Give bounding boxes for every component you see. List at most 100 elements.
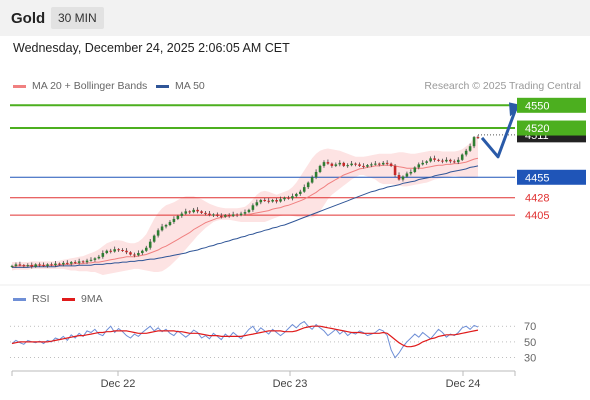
candle: [220, 213, 223, 219]
candle-body: [129, 252, 132, 255]
candle-body: [318, 165, 322, 172]
candle: [476, 135, 480, 140]
candle: [180, 211, 184, 218]
candle: [291, 193, 294, 201]
candle: [62, 260, 65, 267]
candle-body: [113, 249, 116, 252]
candle: [42, 262, 45, 268]
candle-body: [472, 137, 476, 147]
candle-body: [299, 191, 302, 194]
candle-body: [14, 264, 18, 266]
candle-body: [152, 235, 156, 242]
candle: [93, 257, 97, 262]
candle: [129, 251, 132, 256]
candle: [259, 198, 263, 205]
candle-body: [144, 247, 148, 251]
candle-body: [141, 250, 144, 254]
candle: [389, 162, 393, 168]
candle: [409, 169, 413, 176]
candle: [66, 260, 69, 265]
candle: [85, 258, 89, 265]
candle: [125, 248, 128, 255]
candle-body: [366, 165, 369, 167]
candle: [73, 260, 77, 265]
candle-body: [97, 256, 101, 259]
candle: [141, 249, 144, 255]
candle: [168, 220, 172, 227]
ma20-swatch: [13, 84, 26, 88]
candle-body: [66, 262, 69, 264]
candle-body: [220, 215, 223, 217]
candle: [148, 239, 152, 250]
candle: [267, 198, 270, 204]
candle-body: [125, 250, 128, 253]
candle-body: [425, 161, 428, 163]
candle-body: [196, 209, 199, 212]
candle: [239, 211, 243, 217]
level-tag-4428: 4428: [525, 193, 549, 205]
level-tag-4550-box: [517, 97, 586, 113]
candle: [417, 162, 421, 170]
candle: [18, 261, 22, 267]
candle-body: [393, 165, 397, 175]
top-bar: Gold 30 MIN: [0, 0, 590, 36]
candle-body: [441, 160, 444, 162]
candle: [433, 155, 436, 162]
candle-body: [275, 200, 278, 202]
candle-body: [342, 162, 346, 166]
candle-body: [184, 211, 188, 214]
candle: [196, 207, 199, 214]
candle-body: [235, 214, 239, 216]
candle-body: [22, 265, 26, 267]
candle-body: [397, 175, 401, 180]
candle: [393, 164, 397, 177]
candle: [184, 208, 188, 215]
candle-body: [437, 159, 440, 161]
candle-body: [10, 265, 14, 267]
candle: [38, 262, 41, 268]
candle-body: [421, 162, 424, 165]
chart-datetime: Wednesday, December 24, 2025 2:06:05 AM …: [13, 41, 290, 55]
x-tick-label: Dec 24: [446, 378, 481, 390]
candle-body: [409, 171, 413, 174]
timeframe-button[interactable]: 30 MIN: [51, 7, 104, 29]
candle: [314, 169, 318, 180]
candle-body: [362, 165, 365, 167]
instrument-title: Gold: [11, 10, 46, 27]
candle: [212, 213, 215, 218]
candle-body: [231, 214, 235, 216]
candle-body: [445, 159, 448, 162]
candle-body: [330, 163, 334, 166]
candle-body: [377, 163, 381, 165]
candle: [334, 162, 338, 168]
candle: [397, 172, 401, 181]
candle: [156, 228, 160, 238]
candle: [223, 214, 227, 218]
candle: [208, 210, 211, 217]
candle-body: [180, 213, 184, 216]
rsi-tick-50: 50: [524, 337, 536, 349]
candle: [310, 175, 314, 184]
candle: [243, 209, 247, 216]
candle: [437, 158, 440, 162]
candle-body: [38, 264, 41, 266]
candle: [172, 216, 176, 224]
candle: [381, 160, 385, 166]
legend-rsi: RSI: [13, 293, 50, 305]
candle: [263, 198, 267, 202]
candle: [350, 160, 353, 167]
rsi-line: [11, 320, 479, 359]
candle-body: [18, 264, 22, 266]
candle-body: [460, 154, 464, 160]
candle-body: [401, 176, 405, 180]
candle-body: [263, 200, 267, 201]
level-tag-4405: 4405: [525, 210, 549, 222]
bollinger-band: [12, 135, 478, 275]
time-axis: Dec 22 Dec 23 Dec 24: [11, 370, 516, 390]
candle: [429, 156, 432, 163]
candle: [204, 210, 207, 216]
ma9-swatch: [62, 297, 75, 301]
candle-body: [148, 241, 152, 248]
candle: [26, 263, 30, 268]
